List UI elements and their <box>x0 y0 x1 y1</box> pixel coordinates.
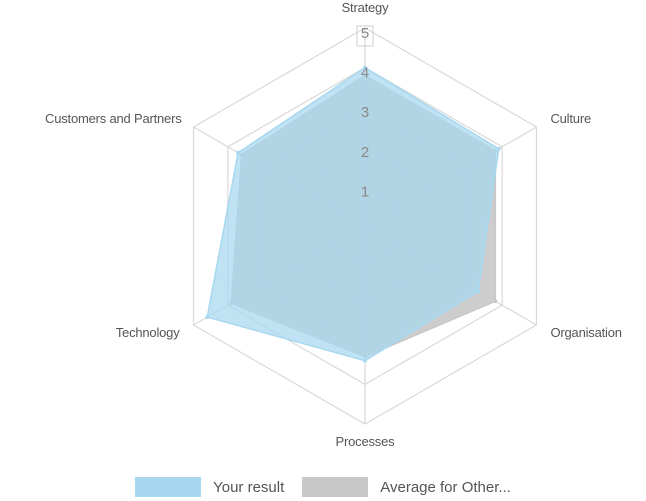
tick-label-1: 1 <box>361 183 369 200</box>
legend-swatch-series-1 <box>302 477 369 497</box>
axis-label-5: Customers and Partners <box>45 111 182 126</box>
legend-item-series-1[interactable]: Average for Other... <box>302 477 511 497</box>
axis-label-0: Strategy <box>342 0 390 15</box>
axis-label-1: Culture <box>550 111 591 126</box>
legend-swatch-series-0 <box>135 477 202 497</box>
radar-ticks: 1 2 3 4 5 <box>356 25 374 200</box>
legend-label-series-0: Your result <box>213 478 285 496</box>
axis-label-2: Organisation <box>550 325 621 340</box>
tick-label-3: 3 <box>361 104 369 121</box>
radar-series <box>205 65 501 363</box>
legend: Your result Average for Other... <box>0 476 646 498</box>
top-tick-box <box>356 25 374 47</box>
series-1-point-2[interactable] <box>493 299 498 304</box>
tick-label-2: 2 <box>361 144 369 161</box>
series-0-point-0[interactable] <box>363 65 367 70</box>
series-0-point-4[interactable] <box>205 315 210 320</box>
series-0-point-1[interactable] <box>496 146 501 151</box>
legend-item-series-0[interactable]: Your result <box>135 477 284 497</box>
legend-label-series-1: Average for Other... <box>380 478 511 496</box>
series-0-point-2[interactable] <box>476 289 481 294</box>
tick-label-4: 4 <box>361 65 369 82</box>
series-0-point-5[interactable] <box>236 150 241 155</box>
tick-label-5: 5 <box>361 25 369 42</box>
radar-axis-labels: Strategy Culture Organisation Processes Tech… <box>45 0 622 449</box>
radar-chart: 1 2 3 4 5 Strategy Culture Organisation Process… <box>45 0 622 449</box>
series-0-point-3[interactable] <box>363 358 367 363</box>
axis-label-3: Processes <box>336 434 396 449</box>
axis-label-4: Technology <box>116 325 180 340</box>
